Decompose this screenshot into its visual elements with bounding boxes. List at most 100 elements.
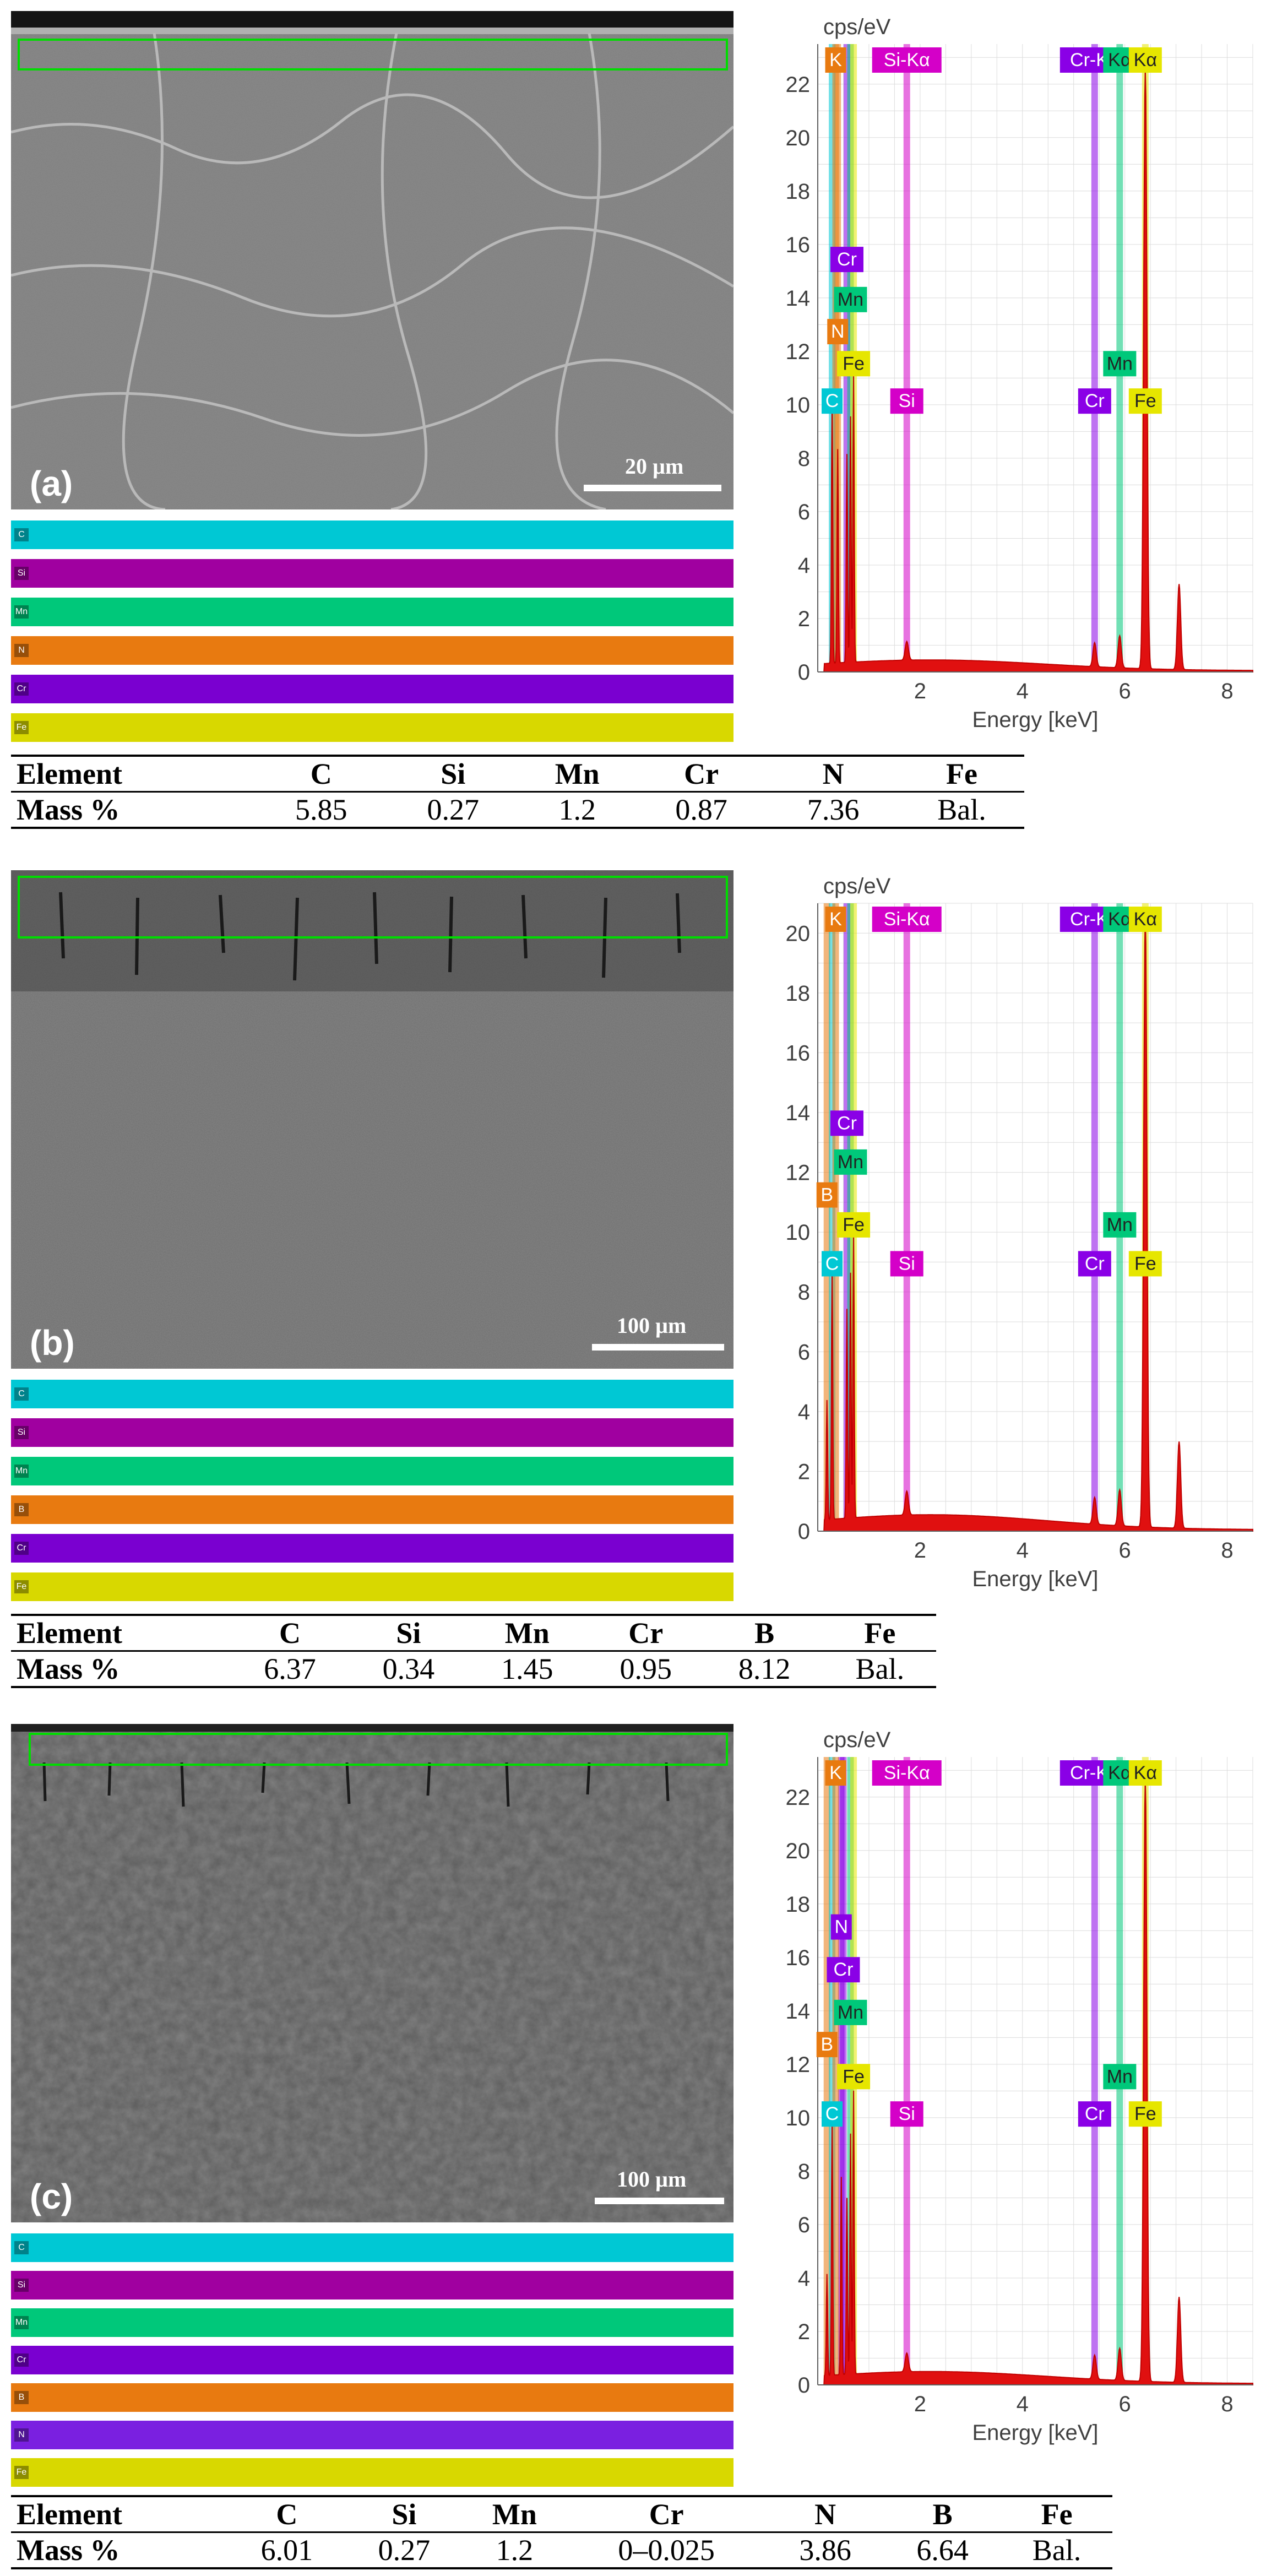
element-line-label: Fe: [1128, 2101, 1162, 2127]
analysis-area-box: [29, 1733, 728, 1766]
table-header-cell: Cr: [586, 1614, 705, 1652]
element-top-label: Kα: [1128, 47, 1162, 73]
y-axis-label: cps/eV: [823, 1728, 891, 1752]
label-text: C: [825, 1253, 839, 1274]
label-background: [1103, 1212, 1137, 1238]
label-background: [1128, 1251, 1162, 1277]
label-background: [1078, 2101, 1111, 2127]
x-tick-label: 2: [914, 2392, 926, 2416]
table-header-cell: Element: [11, 1614, 231, 1652]
table-header-cell: B: [705, 1614, 824, 1652]
scale-bar-b: [592, 1344, 724, 1351]
label-background: [872, 907, 942, 932]
element-top-label: K: [825, 907, 846, 932]
eds-band-cr: Cr: [11, 2346, 733, 2374]
eds-band-mn: Mn: [11, 1457, 733, 1485]
table-header-cell: Element: [11, 755, 256, 793]
table-header-cell: N: [767, 755, 899, 793]
panel-b: (b) 100 µm C Si Mn B Cr Fe 0 2 4 6 8 10 12 14 16…: [0, 859, 1266, 1702]
label-background: [1078, 388, 1111, 414]
band-label: Si: [14, 567, 29, 580]
eds-band-fe: Fe: [11, 1572, 733, 1601]
grid: [817, 44, 1253, 673]
element-top-label: Si-Kα: [872, 47, 942, 73]
table-header-cell: C: [228, 2495, 346, 2533]
element-line-label: Fe: [837, 2064, 871, 2090]
band-label: Cr: [14, 1542, 29, 1555]
y-tick-label: 6: [798, 1340, 810, 1364]
label-text: Fe: [843, 2066, 865, 2087]
label-text: C: [825, 2103, 839, 2124]
y-tick-label: 10: [786, 393, 811, 417]
label-text: Fe: [843, 353, 865, 374]
table-header-cell: C: [230, 1614, 350, 1652]
table-cell: 0.87: [635, 791, 768, 829]
label-background: [834, 286, 867, 312]
y-tick-label: 16: [786, 1041, 811, 1065]
panel-letter-a: (a): [30, 464, 73, 503]
y-tick-label: 12: [786, 1161, 811, 1185]
x-axis-label: Energy [keV]: [972, 2421, 1098, 2445]
label-text: Fe: [843, 1214, 865, 1235]
table-header-cell: Element: [11, 2495, 229, 2533]
label-text: Cr: [837, 249, 857, 270]
label-text: Si: [899, 391, 915, 411]
table-cell: 8.12: [705, 1651, 824, 1688]
label-text: K: [829, 1762, 842, 1783]
band-label: B: [14, 2391, 29, 2404]
eds-band-n: N: [11, 636, 733, 665]
element-line-label: Si: [890, 2101, 923, 2127]
label-background: [825, 1760, 846, 1786]
element-line-label: C: [822, 2101, 843, 2127]
band-label: C: [14, 528, 29, 541]
eds-band-c: C: [11, 2233, 733, 2262]
table-cell: Bal.: [899, 791, 1024, 829]
label-text: Kα: [1108, 1762, 1131, 1783]
eds-spectrum-b: 0 2 4 6 8 10 12 14 16 18 20 2 4 6 8 cps/eV Energy [keV] K…: [786, 874, 1253, 1591]
grid: [817, 1757, 1253, 2385]
eds-band-si: Si: [11, 1418, 733, 1447]
table-cell: 6.37: [230, 1651, 350, 1688]
y-tick-label: 18: [786, 180, 811, 204]
scale-bar-label-b: 100 µm: [617, 1313, 686, 1338]
element-markers: [823, 903, 1149, 1531]
y-tick-label: 14: [786, 1999, 811, 2024]
band-label: Si: [14, 1426, 29, 1439]
band-label: Fe: [14, 721, 29, 734]
band-label: Mn: [14, 1465, 29, 1478]
x-tick-label: 4: [1017, 1538, 1029, 1563]
eds-band-c: C: [11, 520, 733, 549]
label-background: [822, 1251, 843, 1277]
eds-band-fe: Fe: [11, 2458, 733, 2487]
x-tick-label: 6: [1119, 2392, 1131, 2416]
element-line-label: Cr: [1078, 1251, 1111, 1277]
band-label: Fe: [14, 2466, 29, 2479]
y-axis-label: cps/eV: [823, 874, 891, 898]
table-header-cell: Si: [345, 2495, 463, 2533]
element-line-label: Fe: [837, 1212, 871, 1238]
element-top-label: K: [825, 1760, 846, 1786]
label-text: Kα: [1134, 909, 1157, 930]
eds-band-mn: Mn: [11, 2308, 733, 2337]
y-tick-label: 10: [786, 2106, 811, 2130]
element-line-label: C: [822, 388, 843, 414]
label-text: Si: [899, 2103, 915, 2124]
y-tick-label: 18: [786, 1892, 811, 1917]
element-line-label: Cr: [1078, 388, 1111, 414]
label-text: Fe: [1134, 391, 1156, 411]
y-tick-label: 8: [798, 2160, 810, 2184]
label-background: [1128, 1760, 1162, 1786]
y-tick-label: 4: [798, 1400, 810, 1424]
panel-a: (a) 20 µm C Si Mn N Cr Fe 0 2 4 6 8 10 12 14 16 1…: [0, 0, 1266, 843]
x-tick-label: 6: [1119, 1538, 1131, 1563]
eds-band-mn: Mn: [11, 598, 733, 626]
table-cell: 5.85: [255, 791, 387, 829]
y-tick-label: 16: [786, 233, 811, 257]
table-cell: Mass %: [11, 2532, 229, 2569]
y-tick-label: 6: [798, 500, 810, 524]
sem-image-b: (b) 100 µm: [11, 870, 733, 1369]
table-cell: 0.27: [387, 791, 519, 829]
table-header-cell: Si: [387, 755, 519, 793]
x-axis-label: Energy [keV]: [972, 708, 1098, 732]
y-axis-label: cps/eV: [823, 15, 891, 39]
